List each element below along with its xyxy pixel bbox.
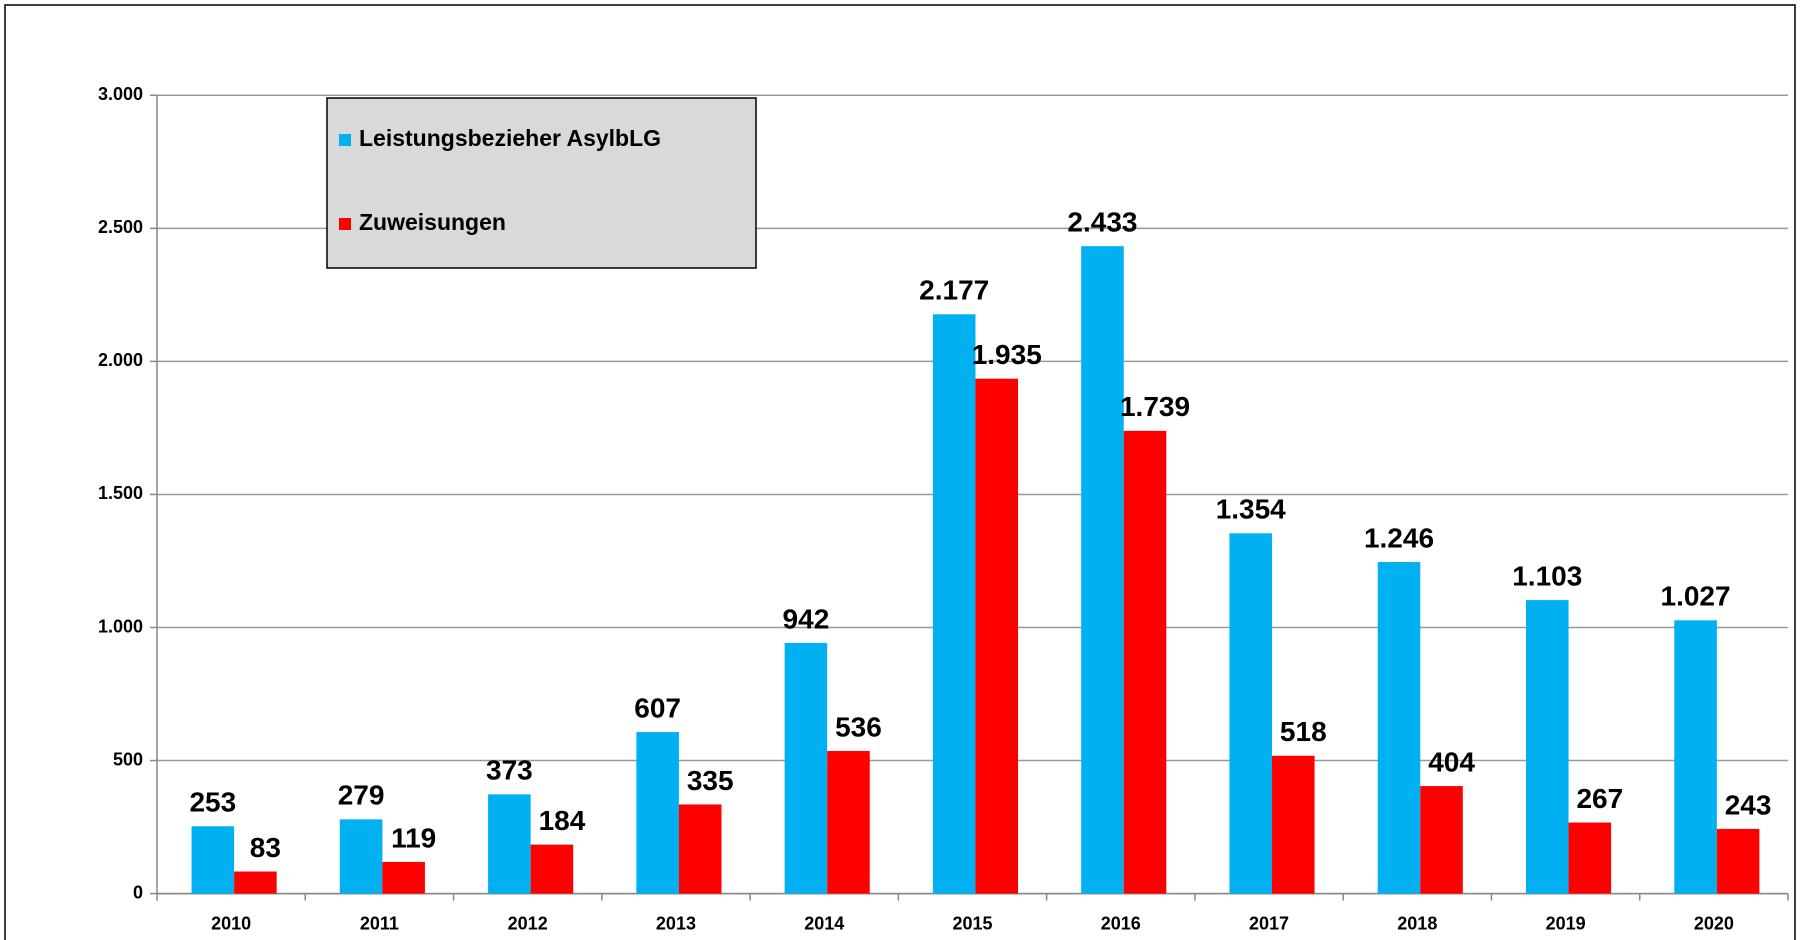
y-tick-label: 500 [113,749,143,769]
legend-label: Leistungsbezieher AsylbLG [359,125,661,151]
bar [1568,822,1612,894]
y-tick-label: 3.000 [98,84,143,104]
x-tick-label: 2017 [1249,913,1289,933]
data-label: 518 [1280,716,1327,747]
data-label: 1.246 [1364,522,1434,553]
legend-label: Zuweisungen [359,209,506,235]
bar [784,642,828,894]
bar [382,861,425,894]
y-tick-label: 2.500 [98,217,143,237]
bar [191,826,235,894]
x-tick-label: 2016 [1101,913,1141,933]
bar [1674,620,1717,894]
legend-box [326,97,757,269]
data-label: 1.027 [1661,581,1731,612]
y-tick-label: 1.500 [98,483,143,503]
x-tick-label: 2018 [1397,913,1437,933]
y-tick-label: 0 [133,882,143,902]
bar [1229,533,1273,894]
bar [488,794,531,894]
data-label: 404 [1428,746,1475,777]
bar [1526,600,1569,894]
bar [678,804,722,894]
data-label: 119 [391,822,436,853]
bar [975,378,1019,894]
data-label: 184 [539,805,586,836]
bar [1420,786,1463,894]
data-label: 2.433 [1067,207,1137,238]
x-tick-label: 2012 [508,913,548,933]
data-label: 267 [1576,783,1623,814]
data-label: 536 [835,711,882,742]
data-label: 2.177 [919,275,989,306]
data-label: 1.739 [1120,391,1190,422]
data-label: 607 [634,692,681,723]
y-tick-label: 2.000 [98,350,143,370]
bar [1716,828,1760,894]
legend-swatch [339,218,351,230]
bar [932,314,976,894]
x-tick-label: 2015 [952,913,992,933]
bar [1081,246,1124,894]
legend-swatch [339,134,351,146]
x-tick-label: 2020 [1694,913,1734,933]
x-tick-label: 2010 [211,913,251,933]
x-tick-label: 2019 [1546,913,1586,933]
data-label: 279 [338,780,385,811]
bar [827,750,870,894]
data-label: 942 [783,603,830,634]
bar [1123,430,1167,894]
data-label: 1.103 [1512,560,1582,591]
data-label: 373 [486,755,533,786]
y-tick-label: 1.000 [98,616,143,636]
data-label: 243 [1725,789,1772,820]
bar [1377,562,1421,894]
bar [636,732,679,894]
bar [1272,755,1315,894]
data-label: 1.354 [1216,494,1286,525]
chart-border [4,4,1796,940]
data-label: 1.935 [972,339,1042,370]
data-label: 83 [250,832,281,863]
data-label: 335 [687,765,734,796]
data-label: 253 [189,787,236,818]
x-tick-label: 2014 [804,913,844,933]
x-tick-label: 2013 [656,913,696,933]
bar [339,819,383,894]
bar [530,844,574,894]
bar [234,871,277,894]
x-tick-label: 2011 [360,913,399,933]
